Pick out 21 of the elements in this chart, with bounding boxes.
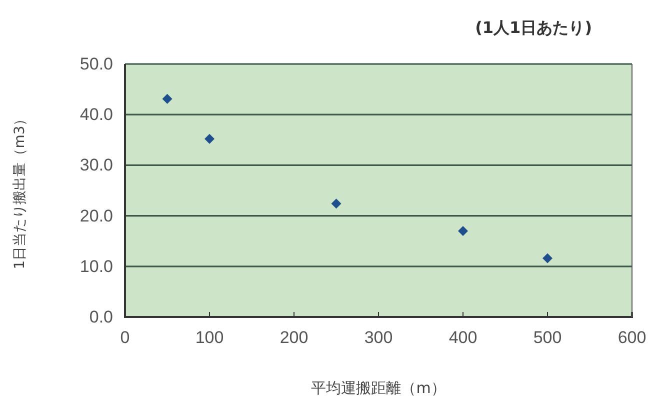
point xyxy=(162,94,172,104)
point xyxy=(204,134,214,144)
point xyxy=(542,253,552,264)
y-tick-label: 30.0 xyxy=(80,156,113,175)
x-axis-title: 平均運搬距離（m） xyxy=(311,379,446,397)
chart-subtitle: (1人1日あたり) xyxy=(475,18,592,37)
y-tick-label: 10.0 xyxy=(80,256,113,276)
point xyxy=(458,226,468,236)
x-tick-label: 200 xyxy=(280,328,308,348)
y-tick-label: 20.0 xyxy=(80,206,113,226)
x-tick-label: 400 xyxy=(448,328,478,348)
x-tick-label: 0 xyxy=(120,328,130,348)
y-tick-label: 40.0 xyxy=(80,105,113,124)
x-tick-label: 300 xyxy=(364,328,393,348)
x-tick-label: 100 xyxy=(195,328,224,348)
y-tick-label: 50.0 xyxy=(80,54,113,74)
y-tick-label: 0.0 xyxy=(89,307,113,326)
x-tick-label: 600 xyxy=(618,328,646,348)
y-axis-title: 1日当たり搬出量（m3） xyxy=(12,112,28,270)
point xyxy=(331,198,342,209)
x-tick-label: 500 xyxy=(533,328,562,348)
